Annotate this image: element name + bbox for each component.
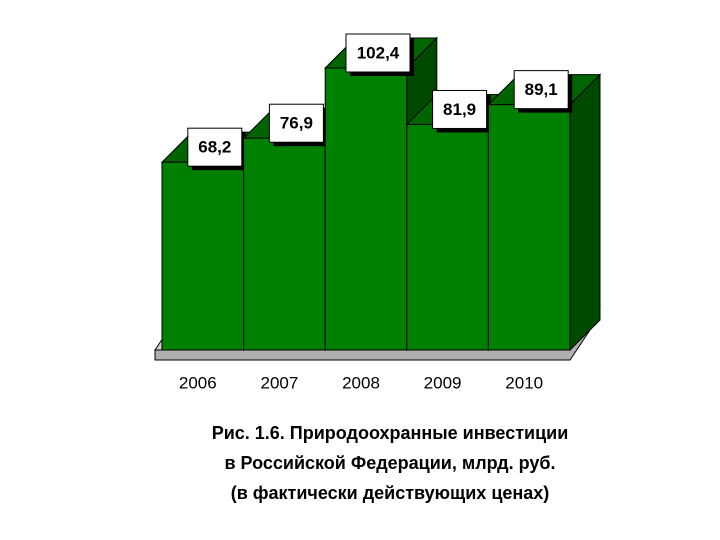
x-tick-label: 2007	[260, 373, 298, 392]
bar	[243, 137, 326, 351]
title-block: Рис. 1.6. Природоохранные инвестиции в Ро…	[212, 423, 569, 503]
bar	[406, 123, 489, 351]
value-label: 89,1	[525, 80, 558, 99]
bars: 68,2 2006 76,9 2007 102,4 2008 81,9 2009 89,1 201…	[160, 33, 602, 392]
label-box	[268, 103, 324, 143]
bar	[161, 161, 245, 351]
x-tick-label: 2008	[342, 373, 380, 392]
label-box	[345, 33, 411, 73]
value-label: 68,2	[198, 138, 231, 157]
chart-title: (в фактически действующих ценах)	[231, 483, 550, 503]
value-label: 81,9	[443, 100, 476, 119]
label-box	[432, 89, 488, 129]
label-box	[187, 127, 243, 167]
label-box	[513, 70, 569, 110]
value-label: 76,9	[280, 114, 313, 133]
x-tick-label: 2009	[424, 373, 462, 392]
chart-title: Рис. 1.6. Природоохранные инвестиции	[212, 423, 569, 443]
x-tick-label: 2006	[179, 373, 217, 392]
bar	[487, 104, 571, 351]
value-label: 102,4	[357, 43, 400, 62]
bar	[324, 67, 408, 351]
x-tick-label: 2010	[505, 373, 543, 392]
chart-title: в Российской Федерации, млрд. руб.	[224, 453, 555, 473]
bar-side	[569, 73, 601, 352]
